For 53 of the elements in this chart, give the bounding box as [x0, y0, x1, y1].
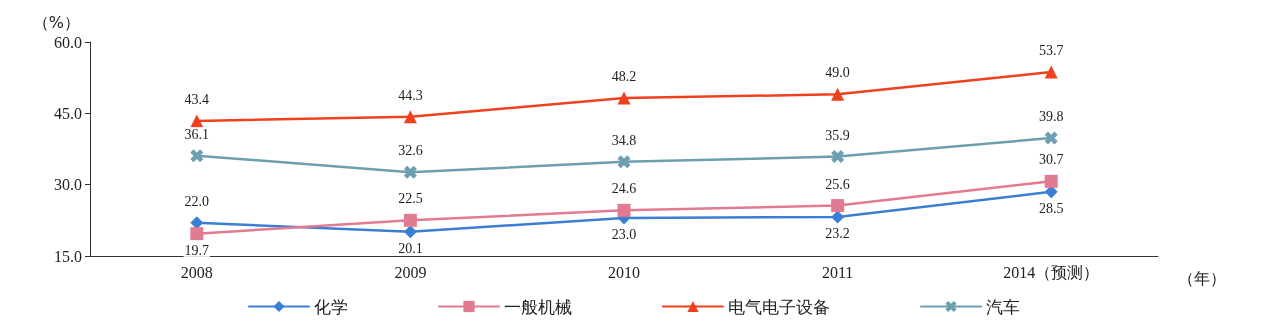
data-label: 43.4 — [184, 91, 210, 107]
data-label: 19.7 — [184, 242, 210, 258]
data-label: 23.0 — [611, 226, 637, 242]
x-tick-label: 2009 — [394, 263, 427, 281]
point — [1044, 131, 1058, 145]
x-tick-label: 2014（预测） — [1003, 263, 1100, 281]
data-label: 23.2 — [825, 226, 850, 241]
data-label: 44.3 — [398, 87, 423, 103]
point — [617, 203, 631, 217]
data-label: 28.5 — [1038, 200, 1064, 216]
data-label: 20.1 — [398, 240, 423, 256]
data-label: 36.1 — [184, 126, 210, 142]
data-label: 35.9 — [825, 127, 850, 143]
point — [403, 225, 417, 239]
point — [831, 150, 845, 164]
x-tick-label: 2008 — [180, 263, 213, 281]
legend-label: 汽车 — [986, 296, 1020, 317]
y-tick-label: 15.0 — [54, 247, 82, 265]
data-label: 22.5 — [398, 191, 423, 207]
y-tick-label: 30.0 — [54, 176, 82, 194]
data-label: 39.8 — [1038, 109, 1064, 125]
y-axis-title: （%） — [32, 12, 80, 32]
x-tick-label: 2010 — [608, 263, 640, 281]
data-label: 24.6 — [611, 181, 637, 197]
data-label: 22.0 — [184, 193, 210, 209]
point — [190, 149, 204, 163]
y-tick-label: 60.0 — [54, 33, 82, 51]
point — [617, 155, 631, 169]
data-label: 49.0 — [825, 65, 850, 81]
data-label: 53.7 — [1038, 42, 1064, 58]
point — [831, 210, 845, 224]
point — [831, 199, 845, 213]
point — [190, 216, 204, 230]
x-axis-title: （年） — [1178, 268, 1226, 288]
legend-label: 电气电子设备 — [728, 296, 830, 317]
point — [190, 114, 204, 128]
point — [403, 165, 417, 179]
data-label: 48.2 — [611, 69, 637, 85]
legend-label: 化学 — [314, 296, 348, 317]
point — [1044, 65, 1058, 79]
data-label: 25.6 — [825, 176, 850, 192]
data-label: 30.7 — [1038, 152, 1064, 168]
point — [190, 227, 204, 241]
point — [403, 213, 417, 227]
legend-label: 一般机械 — [504, 296, 572, 317]
point — [617, 91, 631, 105]
x-tick-label: 2011 — [821, 263, 854, 281]
y-tick-label: 45.0 — [54, 104, 82, 122]
data-label: 32.6 — [398, 143, 423, 159]
point — [831, 87, 845, 101]
point — [1044, 174, 1058, 188]
data-label: 34.8 — [611, 132, 637, 148]
point — [403, 110, 417, 124]
